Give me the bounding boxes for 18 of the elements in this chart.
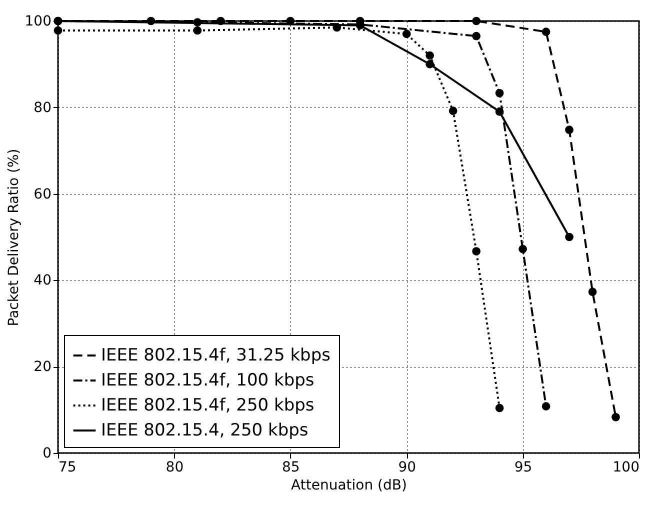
y-tick-label: 0 <box>42 446 52 462</box>
y-tick-label: 60 <box>34 186 52 202</box>
legend-label: IEEE 802.15.4f, 250 kbps <box>101 396 314 416</box>
x-tick-label: 75 <box>58 460 76 476</box>
y-tick-label: 100 <box>24 14 52 30</box>
legend-label: IEEE 802.15.4f, 31.25 kbps <box>101 346 331 366</box>
y-axis-title: Packet Delivery Ratio (%) <box>6 148 22 326</box>
x-tick-label: 95 <box>514 460 532 476</box>
legend-label: IEEE 802.15.4, 250 kbps <box>101 420 308 440</box>
y-tick-label: 20 <box>34 359 52 376</box>
legend-label: IEEE 802.15.4f, 100 kbps <box>101 370 314 390</box>
y-tick-label: 40 <box>34 272 52 289</box>
y-tick-label: 80 <box>34 100 52 116</box>
x-tick-label: 80 <box>166 460 184 476</box>
x-axis-title: Attenuation (dB) <box>291 478 407 494</box>
x-tick-label: 90 <box>398 460 416 476</box>
x-tick-label: 100 <box>612 460 640 476</box>
x-tick-label: 85 <box>282 460 300 476</box>
